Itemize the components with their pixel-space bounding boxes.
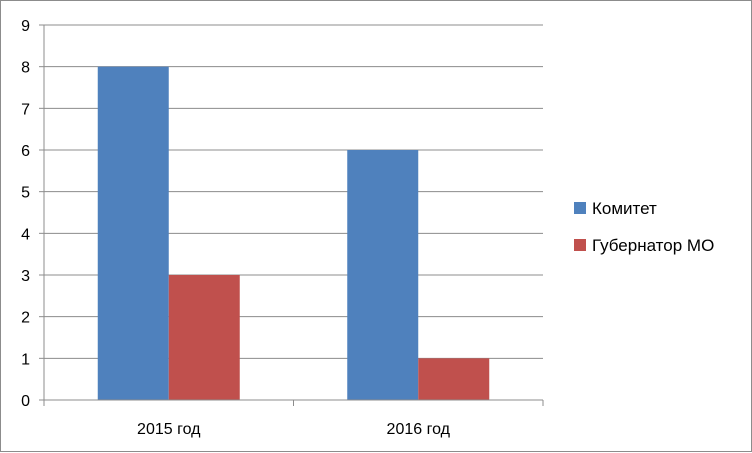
axes (39, 24, 544, 406)
bars (97, 66, 490, 401)
y-tick-label: 7 (21, 101, 30, 118)
x-tick-label: 2016 год (387, 421, 451, 438)
y-tick-label: 8 (21, 60, 30, 77)
y-tick-label: 1 (21, 351, 30, 368)
y-tick-label: 9 (21, 18, 30, 35)
y-tick-labels: 0 1 2 3 4 5 6 7 8 9 (21, 18, 30, 410)
legend-label: Губернатор МО (592, 236, 714, 255)
bar (347, 150, 419, 400)
legend-label: Комитет (592, 199, 657, 218)
legend-swatch (574, 202, 586, 214)
bar (418, 358, 490, 400)
bar (97, 66, 169, 401)
y-tick-label: 2 (21, 310, 30, 327)
legend: Комитет Губернатор МО (574, 199, 714, 255)
y-tick-label: 0 (21, 393, 30, 410)
y-tick-label: 5 (21, 185, 30, 202)
legend-swatch (574, 239, 586, 251)
x-tick-label: 2015 год (137, 421, 201, 438)
bar (168, 275, 240, 400)
y-tick-label: 3 (21, 268, 30, 285)
x-tick-labels: 2015 год 2016 год (137, 421, 451, 438)
y-tick-label: 6 (21, 143, 30, 160)
y-tick-label: 4 (21, 226, 30, 243)
